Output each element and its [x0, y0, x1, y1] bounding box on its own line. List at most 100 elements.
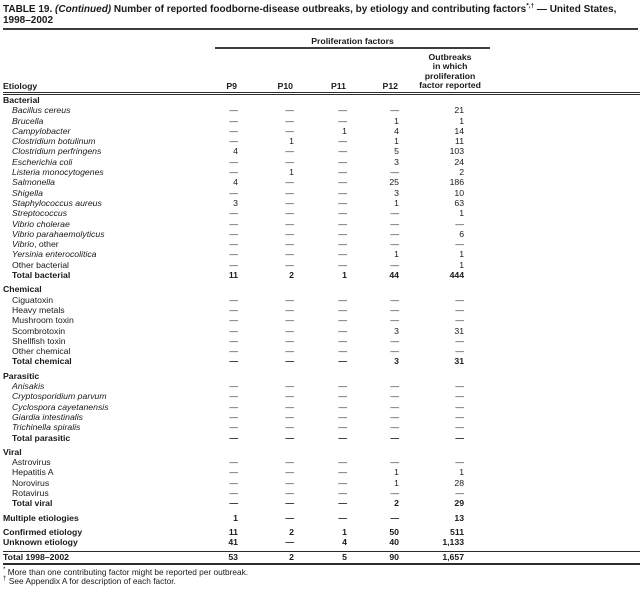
outbreaks-reported-value: —	[455, 381, 465, 392]
p12-value: —	[390, 259, 399, 270]
p12-value: —	[390, 228, 399, 239]
p10-value: 1	[289, 167, 294, 178]
footnote-asterisk: * More than one contributing factor migh…	[3, 566, 638, 578]
group-header-filler	[490, 32, 640, 48]
column-header-outbreaks-reported: Outbreaks in which proliferation factor …	[402, 48, 491, 95]
section-header-row: Chemical	[3, 284, 640, 294]
outbreaks-reported-value: 1,657	[402, 551, 491, 565]
p11-value: 1	[342, 526, 347, 537]
filler-cell	[490, 336, 640, 346]
p12-value: 1	[394, 136, 399, 147]
filler-cell	[490, 356, 640, 366]
p9-value: —	[229, 208, 238, 219]
p9-value: —	[229, 228, 238, 239]
etiology-name-italic: Giardia intestinalis	[12, 411, 83, 422]
p9-value: —	[229, 249, 238, 260]
p9-value: —	[229, 315, 238, 326]
table-row: Vibrio parahaemolyticus — — — — 6	[3, 229, 640, 239]
table-row: Ciguatoxin — — — — —	[3, 295, 640, 305]
etiology-cell: Total parasitic	[3, 433, 215, 443]
title-text: Number of reported foodborne-disease out…	[111, 4, 527, 15]
outbreaks-reported-value: 11	[455, 136, 465, 147]
etiology-cell: Vibrio cholerae	[3, 219, 215, 229]
table-row: Escherichia coli — — — 3 24	[3, 157, 640, 167]
etiology-name: Total viral	[12, 498, 53, 509]
p11-value: —	[338, 167, 347, 178]
table-row: Bacillus cereus — — — — 21	[3, 105, 640, 115]
p10-value: —	[285, 156, 294, 167]
p9-value: —	[229, 477, 238, 488]
etiology-name-italic: Vibrio cholerae	[12, 218, 70, 229]
p11-value: —	[338, 411, 347, 422]
etiology-cell: Shigella	[3, 188, 215, 198]
footnote-text: See Appendix A for description of each f…	[8, 576, 176, 587]
filler-cell	[490, 229, 640, 239]
group-header-row: Proliferation factors	[3, 32, 640, 49]
outbreaks-reported-value: —	[455, 218, 465, 229]
p11-value: —	[338, 187, 347, 198]
outbreaks-reported-value: 28	[454, 477, 465, 488]
footnote-marker: *	[3, 566, 6, 573]
table-row: Hepatitis A — — — 1 1	[3, 467, 640, 477]
etiology-name: Total 1998–2002	[3, 552, 70, 563]
filler-cell	[490, 478, 640, 488]
p9-value: —	[229, 432, 238, 443]
filler-cell	[490, 208, 640, 218]
outbreaks-by-etiology-table: Proliferation factors Etiology P9 P10 P1…	[3, 32, 640, 565]
filler-cell	[490, 433, 640, 443]
p9-value: 11	[228, 270, 238, 281]
etiology-name-italic: Anisakis	[12, 381, 45, 392]
p11-value: 1	[342, 125, 347, 136]
outbreaks-reported-value: —	[455, 457, 465, 468]
outbreaks-reported-value: 1	[459, 115, 465, 126]
p9-value: —	[229, 125, 238, 136]
filler-cell	[490, 391, 640, 401]
outbreaks-reported-value: —	[455, 391, 465, 402]
filler-cell	[490, 551, 640, 565]
p10-value: —	[285, 228, 294, 239]
etiology-name-italic: Salmonella	[12, 177, 55, 188]
p11-value: —	[338, 498, 347, 509]
outbreaks-reported-value: 6	[459, 228, 465, 239]
table-row: Total 1998–2002 53 2 5 90 1,657	[3, 551, 640, 565]
section-header-label: Viral	[3, 446, 22, 457]
filler-cell	[490, 177, 640, 187]
p10-value: 2	[289, 270, 294, 281]
p10-value: —	[285, 335, 294, 346]
etiology-name-italic: Bacillus cereus	[12, 105, 71, 116]
filler-cell	[490, 422, 640, 432]
p9-value: 4	[233, 177, 238, 188]
p10-value: —	[285, 259, 294, 270]
p11-value: —	[338, 146, 347, 157]
p9-value: —	[229, 335, 238, 346]
p12-value: —	[390, 457, 399, 468]
etiology-cell: Salmonella	[3, 177, 215, 187]
title-footnote-markers: *,†	[526, 2, 535, 10]
outbreaks-reported-value: —	[455, 346, 465, 357]
p11-value: —	[338, 177, 347, 188]
etiology-name-italic: Cryptosporidium parvum	[12, 391, 107, 402]
outbreaks-reported-value: —	[455, 411, 465, 422]
p9-value: —	[229, 187, 238, 198]
etiology-name-italic: Clostridium botulinum	[12, 136, 96, 147]
p10-value: —	[285, 346, 294, 357]
table-row: Listeria monocytogenes — 1 — — 2	[3, 167, 640, 177]
filler-cell	[490, 488, 640, 498]
p12-value: 90	[350, 551, 402, 565]
etiology-name: Mushroom toxin	[12, 315, 74, 326]
column-header-p12: P12	[350, 48, 402, 95]
p10-value: 2	[289, 526, 294, 537]
filler-cell	[490, 305, 640, 315]
etiology-name-italic: Yersinia enterocolitica	[12, 249, 97, 260]
column-header-etiology: Etiology	[3, 48, 215, 95]
table-row: Total chemical — — — 3 31	[3, 356, 640, 366]
table-row: Staphylococcus aureus 3 — — 1 63	[3, 198, 640, 208]
p12-value: —	[390, 239, 399, 250]
p11-value: —	[338, 197, 347, 208]
p10-value: —	[285, 356, 294, 367]
p11-value: —	[338, 228, 347, 239]
outbreaks-reported-value: —	[455, 315, 465, 326]
p11-value: 5	[297, 551, 350, 565]
outbreaks-reported-value: 13	[454, 512, 465, 523]
p10-value: —	[285, 197, 294, 208]
